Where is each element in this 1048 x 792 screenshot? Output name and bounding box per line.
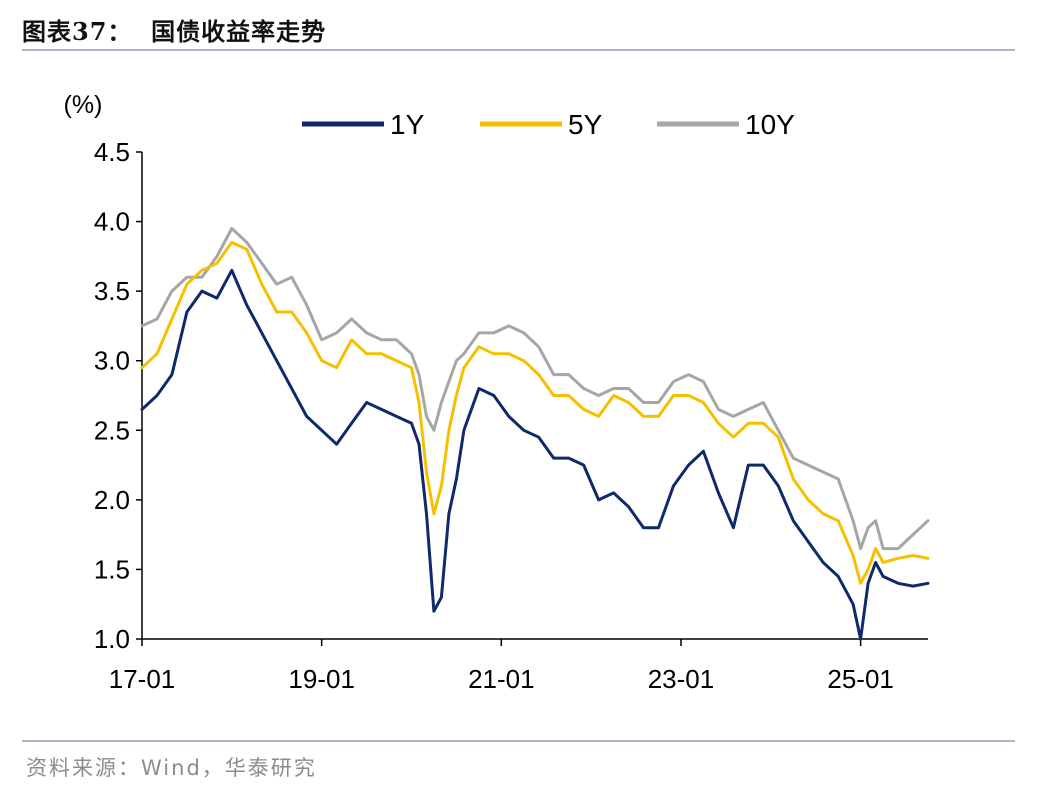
legend: 1Y 5Y 10Y (302, 109, 795, 140)
y-tick-label: 2.0 (94, 485, 130, 515)
series-line-10y (140, 227, 930, 551)
y-tick-label: 1.5 (94, 554, 130, 584)
y-tick-label: 3.5 (94, 276, 130, 306)
legend-label-1y: 1Y (390, 109, 425, 140)
title-rule (22, 49, 1015, 51)
x-tick-label: 25-01 (827, 664, 894, 694)
y-tick-label: 4.0 (94, 207, 130, 237)
source-note: 资料来源：Wind，华泰研究 (26, 756, 317, 780)
x-tick-label: 19-01 (288, 664, 355, 694)
y-axis-unit-label: (%) (64, 91, 103, 119)
series-line-1y (140, 268, 930, 641)
y-tick-label: 1.0 (94, 624, 130, 654)
series-line-5y (140, 240, 930, 585)
figure-title: 图表37： 国债收益率走势 (22, 17, 327, 46)
legend-label-5y: 5Y (568, 109, 603, 140)
x-axis: 17-01 19-01 21-01 23-01 25-01 (109, 638, 928, 694)
legend-label-10y: 10Y (745, 109, 795, 140)
y-tick-label: 2.5 (94, 415, 130, 445)
series-lines (140, 227, 930, 641)
y-tick-label: 3.0 (94, 346, 130, 376)
x-tick-label: 17-01 (109, 664, 176, 694)
y-axis: 1.0 1.5 2.0 2.5 3.0 3.5 4.0 4.5 (94, 137, 143, 654)
source-rule (22, 740, 1015, 742)
x-tick-label: 21-01 (468, 664, 535, 694)
y-tick-label: 4.5 (94, 137, 130, 167)
x-tick-label: 23-01 (648, 664, 715, 694)
